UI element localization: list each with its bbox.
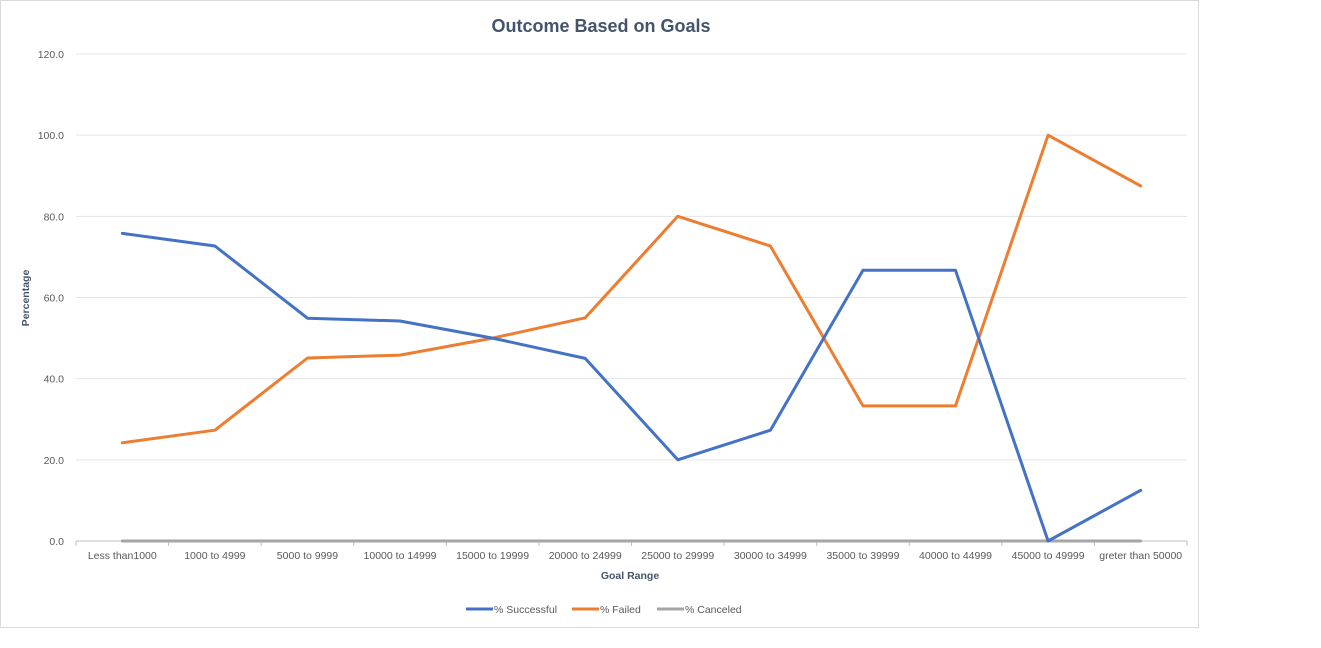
gridlines <box>76 53 1187 542</box>
x-tick-label: Less than1000 <box>88 550 157 562</box>
x-tick-label: greter than 50000 <box>1099 550 1182 562</box>
y-tick-label: 80.0 <box>44 211 65 223</box>
x-tick-label: 30000 to 34999 <box>734 550 807 562</box>
x-tick-label: 10000 to 14999 <box>364 550 437 562</box>
x-tick-label: 35000 to 39999 <box>826 550 899 562</box>
x-tick-label: 15000 to 19999 <box>456 550 529 562</box>
chart-title: Outcome Based on Goals <box>491 16 710 36</box>
x-tick-label: 40000 to 44999 <box>919 550 992 562</box>
legend: % Successful % Failed % Canceled <box>466 604 742 616</box>
y-axis-ticks: 0.0 20.0 40.0 60.0 80.0 100.0 120.0 <box>38 49 64 548</box>
series-lines <box>120 133 1143 543</box>
y-tick-label: 0.0 <box>49 536 64 548</box>
x-tick-label: 5000 to 9999 <box>277 550 338 562</box>
x-tick-label: 20000 to 24999 <box>549 550 622 562</box>
x-tick-label: 1000 to 4999 <box>184 550 245 562</box>
legend-label: % Canceled <box>685 604 742 616</box>
chart-area: Outcome Based on Goals 0.0 20.0 40.0 60.0 80… <box>0 0 1199 628</box>
y-tick-label: 60.0 <box>44 293 65 305</box>
legend-label: % Failed <box>600 604 641 616</box>
series-line-failed <box>120 133 1143 445</box>
legend-label: % Successful <box>494 604 557 616</box>
x-tick-label: 25000 to 29999 <box>641 550 714 562</box>
y-tick-label: 100.0 <box>38 130 64 142</box>
x-axis-ticks: Less than1000 1000 to 4999 5000 to 9999 100… <box>75 541 1188 562</box>
y-tick-label: 20.0 <box>44 455 65 467</box>
x-axis-title: Goal Range <box>601 570 660 582</box>
y-axis-title: Percentage <box>20 270 32 327</box>
line-chart: Outcome Based on Goals 0.0 20.0 40.0 60.0 80… <box>20 16 1188 616</box>
y-tick-label: 120.0 <box>38 49 64 61</box>
x-tick-label: 45000 to 49999 <box>1012 550 1085 562</box>
y-tick-label: 40.0 <box>44 374 65 386</box>
series-line-successful <box>120 231 1143 543</box>
